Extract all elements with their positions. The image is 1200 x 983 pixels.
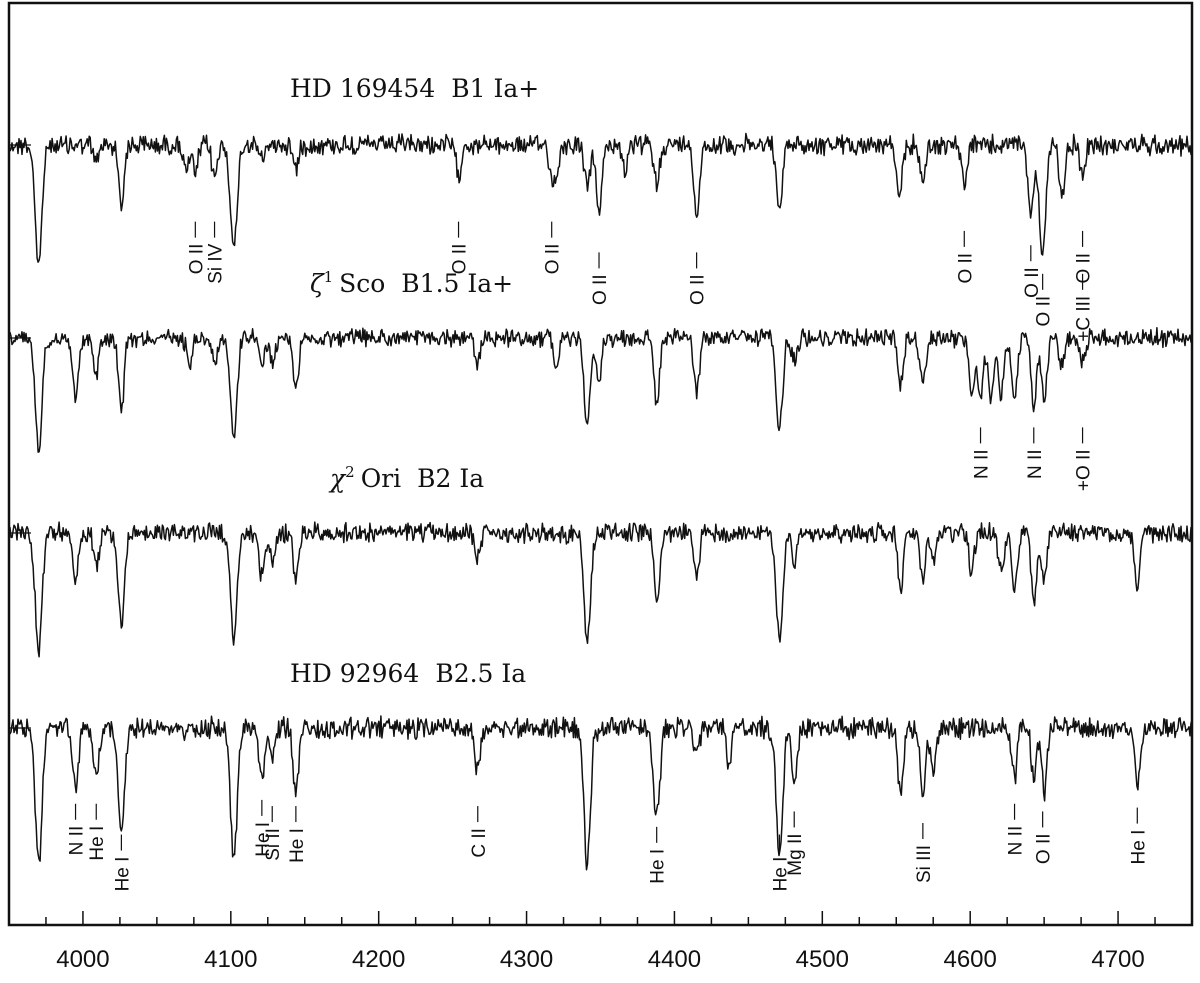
x-tick-label: 4300 <box>500 946 553 973</box>
line-label: O II <box>543 244 564 275</box>
star-name: HD 92964 <box>290 659 419 688</box>
spectrum-trace-3 <box>8 521 1193 658</box>
line-label: He I <box>1128 830 1149 865</box>
line-label: +C III <box>1074 296 1095 342</box>
line-label: He I <box>87 826 108 861</box>
spectrum-trace-1 <box>8 132 1193 263</box>
x-tick-label: 4200 <box>352 946 405 973</box>
spectrum-title-2: ζ1 Sco B1.5 Ia+ <box>310 268 513 298</box>
x-tick-label: 4100 <box>204 946 257 973</box>
spectrum-trace-4 <box>8 715 1193 871</box>
star-name: HD 169454 <box>290 74 435 103</box>
greek-letter: χ <box>328 464 347 493</box>
spectrum-trace-2 <box>8 326 1193 453</box>
line-label: Si II <box>263 828 284 861</box>
line-label: Mg II <box>785 833 806 875</box>
x-tick-label: 4600 <box>943 946 996 973</box>
spectrum-title-3: χ2 Ori B2 Ia <box>328 463 484 493</box>
line-label: O II <box>955 253 976 284</box>
line-label: N II <box>67 826 88 856</box>
spectrum-titles-layer: HD 169454 B1 Ia+ ζ1 Sco B1.5 Ia+ χ2 Ori B2 Ia HD… <box>290 74 539 688</box>
line-label: O II <box>688 274 709 305</box>
spectral-type: B1 Ia+ <box>451 74 539 103</box>
spectral-type: B2 Ia <box>417 464 484 493</box>
x-tick-label: 4700 <box>1091 946 1144 973</box>
line-label: He I <box>648 849 669 884</box>
line-label: O II <box>450 244 471 275</box>
line-label: O II <box>1034 296 1055 327</box>
line-label: O II <box>1034 833 1055 864</box>
superscript: 2 <box>345 463 355 481</box>
star-name: Sco <box>339 269 385 298</box>
line-label: He I <box>112 857 133 892</box>
x-axis: 4000 4100 4200 4300 4400 4500 4600 4700 <box>8 911 1193 973</box>
line-label: O II <box>590 274 611 305</box>
line-label: Si IV <box>206 243 227 283</box>
star-name: Ori <box>361 464 401 493</box>
line-label: O II <box>1022 267 1043 298</box>
line-label: N II <box>1025 449 1046 479</box>
line-label: +O II <box>1074 449 1095 491</box>
line-label: He I <box>253 822 274 857</box>
line-label: N II <box>1006 826 1027 856</box>
spectral-type: B2.5 Ia <box>435 659 526 688</box>
greek-letter: ζ <box>310 269 325 298</box>
line-label: Si III <box>914 845 935 883</box>
x-tick-label: 4400 <box>648 946 701 973</box>
line-label: O II <box>186 244 207 275</box>
spectrum-title-1: HD 169454 B1 Ia+ <box>290 74 539 103</box>
line-label: He I <box>287 828 308 863</box>
spectrum-title-4: HD 92964 B2.5 Ia <box>290 659 526 688</box>
spectral-type: B1.5 Ia+ <box>401 269 513 298</box>
spectra-layer <box>8 132 1193 871</box>
x-tick-label: 4000 <box>56 946 109 973</box>
x-tick-label: 4500 <box>796 946 849 973</box>
line-label: He I <box>770 857 791 892</box>
line-label: C II <box>469 828 490 858</box>
line-label: O II <box>1074 253 1095 284</box>
superscript: 1 <box>324 268 334 286</box>
line-label: N II <box>972 449 993 479</box>
